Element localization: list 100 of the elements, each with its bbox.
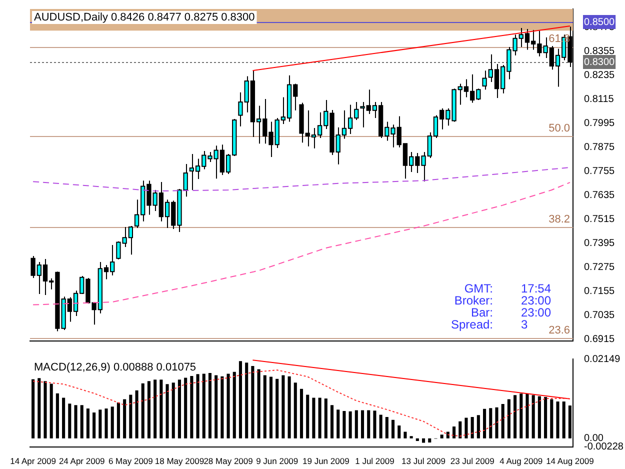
- y-tick-label: 0.7875: [584, 142, 616, 153]
- text: Broker: 23:00: [454, 293, 552, 308]
- y-tick-label: 0.8235: [584, 70, 616, 81]
- bar: [538, 396, 541, 438]
- bar: [110, 406, 114, 438]
- bar: [514, 395, 517, 438]
- bar: [147, 381, 150, 438]
- bar: [190, 376, 194, 438]
- bar: [452, 426, 456, 438]
- bar: [330, 405, 334, 438]
- bar: [282, 375, 285, 438]
- bar: [220, 376, 224, 438]
- bar: [276, 378, 279, 438]
- y-tick-label: 0.7635: [584, 190, 616, 201]
- bar: [367, 410, 370, 438]
- bar: [416, 438, 419, 441]
- x-tick-label: 18 May 2009: [154, 456, 204, 466]
- x-tick-label: 6 May 2009: [108, 456, 154, 466]
- bar: [80, 405, 84, 438]
- x-tick-label: 9 Jun 2009: [256, 456, 298, 466]
- bar: [520, 394, 523, 438]
- bar: [50, 384, 53, 438]
- y-tick-label: 0.7755: [584, 166, 616, 177]
- bar: [135, 390, 138, 438]
- bar: [44, 381, 47, 438]
- annotation: 23.6: [548, 324, 570, 337]
- bar: [56, 393, 59, 438]
- bar: [336, 410, 340, 438]
- x-tick-label: 1 Jul 2009: [355, 456, 395, 466]
- bar: [324, 398, 328, 438]
- bar: [360, 410, 364, 438]
- bar: [440, 434, 444, 438]
- bar: [123, 399, 126, 438]
- y-tick-label: 0.8115: [584, 94, 614, 105]
- bar: [348, 411, 352, 438]
- bar: [318, 398, 322, 438]
- y-tick-label: 0.7995: [584, 118, 616, 129]
- bar: [470, 416, 474, 438]
- chart-title: MACD(12,26,9) 0.00888 0.01075: [34, 362, 196, 374]
- y-tick-label: 0.7275: [584, 262, 616, 273]
- x-tick-label: 24 Apr 2009: [58, 456, 106, 466]
- bar: [98, 410, 102, 438]
- bar: [544, 397, 548, 438]
- bar: [226, 374, 230, 438]
- y-tick-label: 0.8355: [584, 46, 616, 57]
- x-tick-label: 28 May 2009: [204, 456, 254, 466]
- bar: [263, 375, 266, 438]
- y-tick-label: 0.02149: [584, 354, 621, 365]
- bar: [489, 408, 492, 438]
- bar: [312, 398, 316, 438]
- text: Bar: 23:00: [470, 305, 552, 320]
- annotation: 50.0: [548, 122, 570, 135]
- bar: [184, 378, 188, 438]
- bar: [373, 410, 376, 438]
- bar: [74, 405, 78, 438]
- bar: [269, 376, 273, 438]
- bar: [257, 369, 260, 438]
- bar: [495, 407, 498, 438]
- bar: [129, 394, 132, 438]
- bar: [32, 379, 35, 438]
- bar: [306, 394, 310, 438]
- bar: [562, 401, 566, 438]
- bar: [501, 404, 504, 438]
- y-tick-label: 0.8300: [584, 56, 616, 68]
- line-series: [32, 182, 570, 306]
- bar: [294, 382, 297, 438]
- y-tick-label: 0.7035: [584, 310, 616, 321]
- bar: [404, 432, 407, 438]
- bar: [214, 375, 218, 438]
- bar: [556, 401, 560, 438]
- bar: [507, 399, 510, 438]
- text: GMT: 17:54: [464, 281, 552, 296]
- y-tick-label: 0.7395: [584, 238, 616, 249]
- x-tick-label: 23 Jul 2009: [450, 456, 495, 466]
- bar: [458, 421, 462, 438]
- bar: [342, 411, 346, 438]
- bar: [464, 418, 468, 438]
- bar: [178, 380, 182, 438]
- bar: [428, 438, 432, 442]
- x-tick-label: 14 Apr 2009: [10, 456, 56, 466]
- chart-title: AUDUSD,Daily 0.8426 0.8477 0.8275 0.8300: [34, 12, 255, 24]
- bar: [38, 378, 41, 438]
- bar: [532, 395, 535, 438]
- bar: [476, 415, 480, 438]
- annotation: 38.2: [548, 213, 570, 226]
- bar: [288, 376, 291, 438]
- bar: [86, 408, 90, 438]
- bar: [550, 399, 554, 438]
- bar: [116, 402, 120, 438]
- bar: [385, 416, 388, 438]
- bar: [166, 384, 169, 438]
- bar: [154, 380, 157, 438]
- x-tick-label: 19 Jun 2009: [302, 456, 350, 466]
- bar: [141, 383, 144, 438]
- bar: [300, 388, 304, 438]
- bar: [92, 412, 96, 438]
- bar: [160, 380, 163, 438]
- bar: [391, 420, 395, 438]
- bar: [379, 414, 382, 438]
- x-tick-label: 13 Jul 2009: [402, 456, 446, 466]
